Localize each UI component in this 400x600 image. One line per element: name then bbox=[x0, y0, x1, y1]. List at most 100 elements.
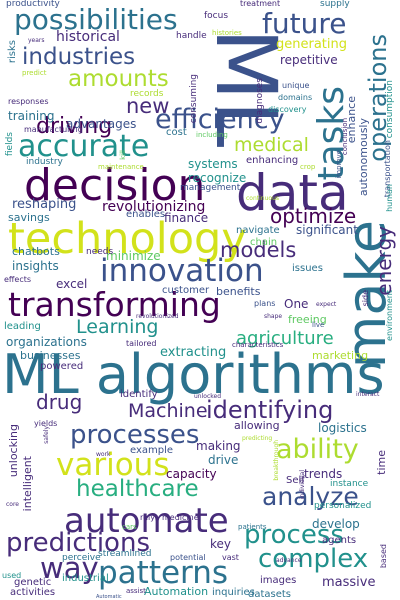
word-process: process bbox=[244, 520, 344, 550]
word-accurate: accurate bbox=[18, 129, 150, 164]
word-predicting: predicting bbox=[242, 435, 273, 442]
word-issues: issues bbox=[292, 263, 323, 274]
word-discovery: discovery bbox=[268, 105, 307, 114]
word-tailored: tailored bbox=[126, 339, 157, 348]
word-consuming: consuming bbox=[189, 74, 199, 124]
word-consumption: consumption bbox=[385, 80, 395, 139]
word-personalized: personalized bbox=[314, 501, 372, 511]
word-maintenance: maintenance bbox=[98, 163, 144, 171]
word-processes: processes bbox=[70, 420, 200, 450]
word-revolutionizing: revolutionizing bbox=[102, 199, 206, 215]
word-new: new bbox=[126, 94, 170, 118]
word-automatic: Automatic bbox=[96, 594, 122, 600]
word-revolutionized: revolutionized bbox=[136, 313, 179, 320]
word-leading: leading bbox=[4, 321, 41, 332]
word-models: models bbox=[220, 238, 297, 262]
word-complex: complex bbox=[258, 544, 369, 574]
word-autonomously: autonomously bbox=[357, 118, 370, 197]
word-advance: advance bbox=[276, 557, 302, 564]
word-identify: identify bbox=[120, 389, 158, 400]
word-continuous: continuous bbox=[246, 195, 279, 202]
word-allowing: allowing bbox=[234, 419, 280, 432]
word-industrial: industrial bbox=[62, 573, 109, 584]
word-extracting: extracting bbox=[160, 345, 227, 360]
word-repetitive: repetitive bbox=[280, 53, 338, 67]
word-genetic: genetic bbox=[14, 577, 52, 588]
word-plans: plans bbox=[254, 299, 276, 308]
word-technology: technology bbox=[8, 214, 247, 264]
word-patterns: patterns bbox=[98, 555, 229, 591]
word-human: human bbox=[385, 184, 394, 212]
word-perceive: perceive bbox=[62, 553, 101, 563]
word-machine: Machine bbox=[128, 400, 208, 422]
word-characteristics: characteristics bbox=[232, 341, 284, 349]
word-productivity: productivity bbox=[6, 0, 60, 9]
word-datasets: datasets bbox=[248, 589, 292, 600]
word-vast: vast bbox=[222, 553, 239, 562]
word-savings: savings bbox=[8, 211, 50, 224]
word-supply: supply bbox=[320, 0, 350, 9]
word-industries: industries bbox=[22, 44, 136, 70]
word-histories: histories bbox=[212, 29, 242, 37]
word-manufacturing: manufacturing bbox=[24, 125, 83, 134]
word-various: various bbox=[56, 447, 170, 483]
word-treatment: treatment bbox=[240, 0, 281, 8]
word-needs: needs bbox=[86, 247, 114, 257]
word-finance: finance bbox=[164, 211, 209, 225]
word-identifying: identifying bbox=[206, 396, 334, 424]
word-crop: crop bbox=[300, 163, 316, 171]
word-medical: medical bbox=[234, 134, 309, 156]
word-enables: enables bbox=[126, 209, 166, 220]
word-side: side bbox=[361, 290, 370, 307]
word-improve: improve bbox=[335, 150, 343, 179]
word-develop: develop bbox=[312, 517, 360, 531]
word-example: example bbox=[130, 445, 174, 456]
word-unlocked: unlocked bbox=[194, 393, 222, 400]
word-learning: Learning bbox=[76, 316, 159, 338]
word-analyze: analyze bbox=[262, 482, 359, 511]
word-excel: excel bbox=[56, 277, 88, 291]
word-unlocking: unlocking bbox=[7, 424, 20, 478]
word-conclusion: conclusion bbox=[341, 118, 349, 156]
word-domains: domains bbox=[278, 93, 313, 102]
word-handle: handle bbox=[176, 31, 207, 41]
word-customer: customer bbox=[162, 285, 210, 296]
word-predictions: predictions bbox=[6, 528, 150, 558]
word-core: core bbox=[6, 501, 19, 508]
word-advantages: advantages bbox=[66, 117, 137, 131]
word-freeing: freeing bbox=[288, 313, 327, 326]
word-breakthrough: breakthrough bbox=[273, 440, 280, 481]
word-ml-algorithms: ML algorithms bbox=[2, 343, 385, 406]
word-reshaping: reshaping bbox=[12, 197, 77, 212]
word-significant: significant bbox=[296, 223, 358, 237]
word-making: making bbox=[196, 439, 241, 453]
word-generating: generating bbox=[276, 37, 347, 52]
word-trends: trends bbox=[304, 467, 343, 481]
word-driving: driving bbox=[36, 114, 113, 139]
word-benefits: benefits bbox=[216, 285, 261, 298]
word-risks: risks bbox=[7, 40, 18, 64]
word-training: training bbox=[8, 109, 55, 123]
word-automation: Automation bbox=[144, 585, 209, 598]
word-responses: responses bbox=[8, 97, 49, 106]
word-used: used bbox=[2, 571, 22, 580]
word-including: including bbox=[196, 131, 228, 139]
word-shape: shape bbox=[264, 313, 283, 320]
word-focus: focus bbox=[204, 11, 229, 21]
word-chatbots: chatbots bbox=[12, 245, 60, 258]
word-energy: energy bbox=[372, 226, 396, 296]
word-ml: ML bbox=[197, 28, 295, 148]
word-interact: interact bbox=[356, 391, 380, 398]
word-way: way bbox=[40, 551, 99, 585]
word-cost: cost bbox=[166, 127, 187, 138]
word-transforming: transforming bbox=[8, 285, 221, 324]
word-organizations: organizations bbox=[6, 335, 87, 349]
word-live: live bbox=[312, 321, 325, 329]
word-future: future bbox=[262, 7, 347, 40]
word-agriculture: agriculture bbox=[236, 328, 334, 349]
word-environment: environment bbox=[385, 290, 394, 341]
word-amounts: amounts bbox=[68, 66, 169, 92]
word-images: images bbox=[260, 575, 297, 586]
word-recognize: recognize bbox=[188, 171, 247, 185]
word-individual: individual bbox=[299, 470, 306, 500]
